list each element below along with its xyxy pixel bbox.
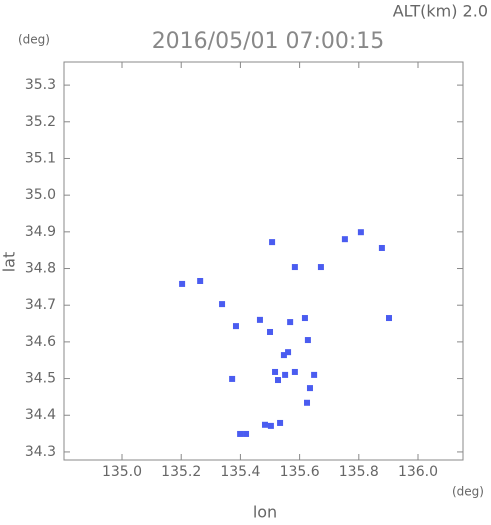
- y-tick-label: 35.2: [25, 114, 56, 130]
- x-tick-label: 135.0: [102, 464, 142, 480]
- subtitle: ALT(km) 2.0: [393, 2, 488, 21]
- y-tick-label: 34.6: [25, 334, 56, 350]
- echo-cell: [232, 323, 239, 330]
- echo-cell: [280, 352, 287, 359]
- y-tick-label: 35.3: [25, 77, 56, 93]
- echo-cell: [261, 421, 268, 428]
- echo-cell: [311, 371, 318, 378]
- echo-cell: [301, 315, 308, 322]
- echo-cell: [386, 315, 393, 322]
- echo-cell: [282, 371, 289, 378]
- echo-cell: [269, 239, 276, 246]
- echo-cell: [378, 244, 385, 251]
- echo-cell: [229, 375, 236, 382]
- x-tick-label: 135.6: [280, 464, 320, 480]
- y-tick-label: 34.3: [25, 444, 56, 460]
- plot-frame: [63, 61, 464, 461]
- y-tick-label: 34.5: [25, 371, 56, 387]
- echo-cell: [267, 422, 274, 429]
- echo-cell: [237, 430, 244, 437]
- y-tick-label: 34.4: [25, 407, 56, 423]
- echo-cell: [219, 301, 226, 308]
- x-tick-label: 136.0: [398, 464, 438, 480]
- echo-cell: [277, 419, 284, 426]
- echo-cell: [287, 319, 294, 326]
- echo-cell: [341, 236, 348, 243]
- echo-cell: [291, 368, 298, 375]
- y-unit: (deg): [18, 33, 50, 47]
- x-tick-label: 135.8: [339, 464, 379, 480]
- x-axis-label: lon: [253, 503, 277, 522]
- echo-cell: [291, 264, 298, 271]
- chart-title: 2016/05/01 07:00:15: [152, 29, 385, 54]
- echo-cell: [304, 399, 311, 406]
- echo-cell: [304, 337, 311, 344]
- echo-cell: [357, 229, 364, 236]
- echo-cell: [243, 430, 250, 437]
- echo-cell: [306, 385, 313, 392]
- echo-cell: [285, 349, 292, 356]
- y-tick-label: 34.7: [25, 297, 56, 313]
- echo-cell: [197, 277, 204, 284]
- y-tick-label: 34.8: [25, 261, 56, 277]
- echo-cell: [272, 368, 279, 375]
- y-tick-label: 35.0: [25, 187, 56, 203]
- x-tick-label: 135.4: [220, 464, 260, 480]
- echo-cell: [275, 377, 282, 384]
- x-tick-label: 135.2: [161, 464, 201, 480]
- echo-cell: [179, 280, 186, 287]
- y-tick-label: 35.1: [25, 150, 56, 166]
- y-axis-label: lat: [0, 252, 19, 273]
- echo-cell: [317, 264, 324, 271]
- echo-cell: [267, 328, 274, 335]
- y-tick-label: 34.9: [25, 224, 56, 240]
- echo-cell: [256, 316, 263, 323]
- x-unit: (deg): [452, 485, 484, 499]
